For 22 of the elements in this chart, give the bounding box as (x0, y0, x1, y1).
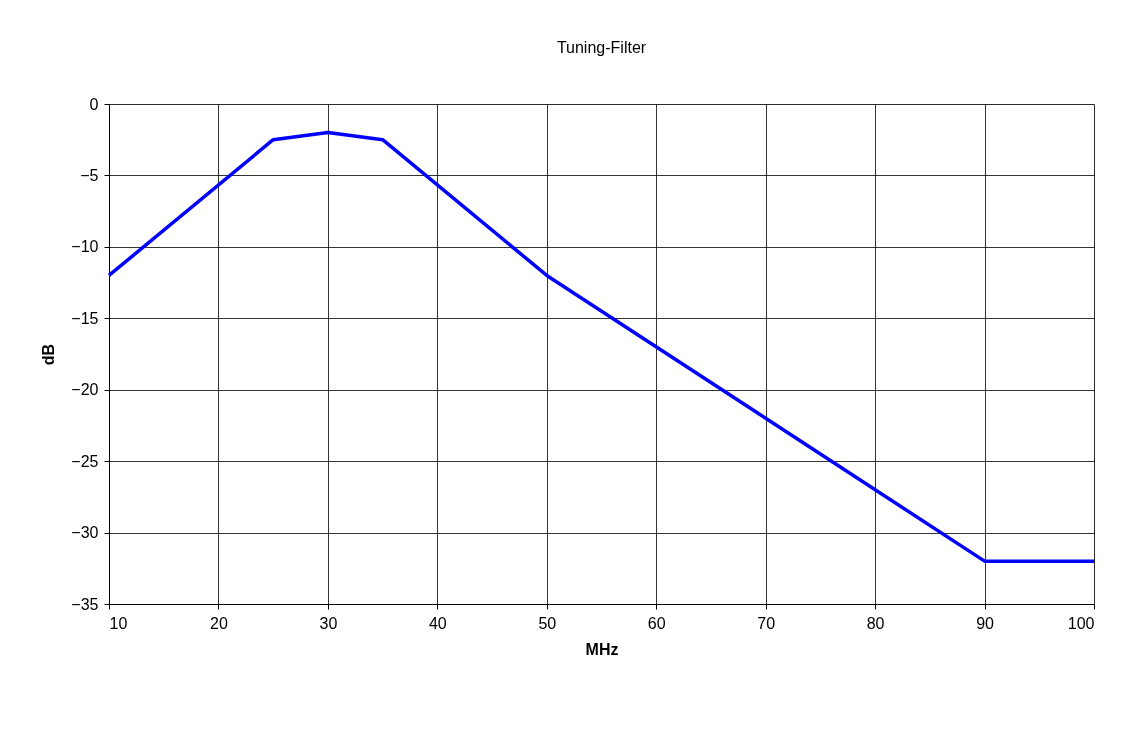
y-axis-title: dB (40, 343, 58, 366)
x-tick-label: 100 (1067, 614, 1095, 632)
y-tick-label: −30 (71, 524, 99, 542)
y-tick-label: −10 (71, 238, 99, 256)
y-tick-label: 0 (89, 95, 99, 113)
x-tick-label: 20 (210, 614, 228, 632)
x-axis-title: MHz (585, 640, 619, 658)
x-tick-label: 50 (538, 614, 557, 632)
line-series (107, 130, 1096, 563)
x-tick-label: 90 (976, 614, 995, 632)
x-tick-label: 10 (109, 614, 128, 632)
x-tick-label: 60 (647, 614, 666, 632)
x-tick-label: 40 (428, 614, 447, 632)
x-tick-label: 30 (319, 614, 338, 632)
x-tick-label: 70 (757, 614, 776, 632)
chart-title: Tuning-Filter (556, 39, 647, 56)
x-tick-label: 80 (866, 614, 885, 632)
y-tick-label: −35 (71, 595, 99, 613)
y-tick-label: −20 (71, 381, 99, 399)
y-tick-label: −5 (80, 166, 99, 184)
y-tick-label: −15 (71, 309, 99, 327)
y-tick-label: −25 (71, 452, 99, 470)
